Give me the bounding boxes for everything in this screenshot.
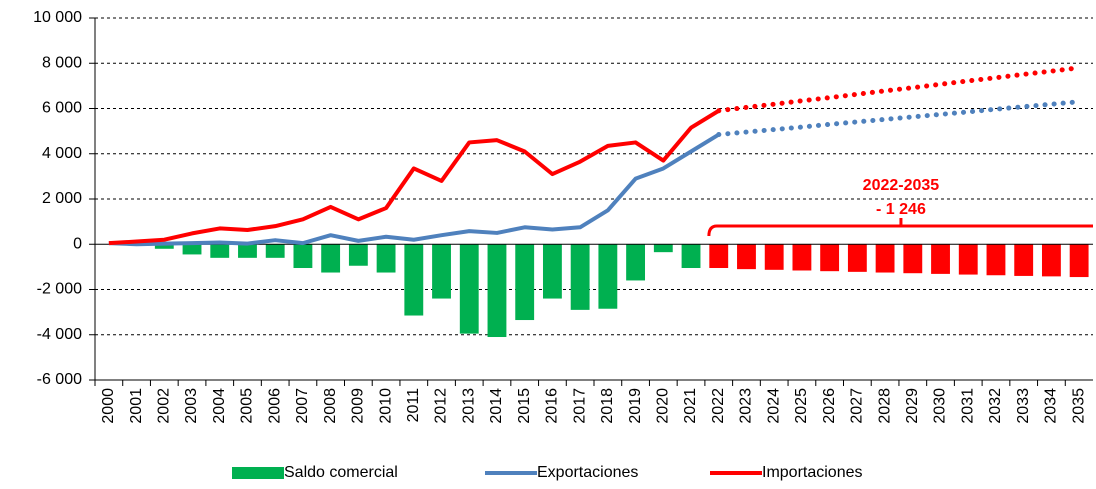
bar — [626, 244, 646, 281]
x-tick-label: 2001 — [128, 388, 145, 424]
y-tick-label: 10 000 — [33, 9, 82, 26]
y-tick-label: -6 000 — [37, 371, 82, 388]
bar — [487, 244, 507, 338]
x-tick-label: 2029 — [904, 388, 921, 424]
y-tick-label: 8 000 — [42, 54, 82, 71]
x-tick-label: 2005 — [239, 388, 256, 424]
x-tick-label: 2024 — [765, 388, 782, 424]
x-tick-label: 2035 — [1070, 388, 1087, 424]
x-tick-label: 2006 — [266, 388, 283, 424]
bar — [653, 244, 673, 253]
bar — [542, 244, 562, 299]
x-tick-label: 2008 — [322, 388, 339, 424]
projection-line — [716, 65, 1082, 114]
x-tick-label: 2017 — [571, 388, 588, 424]
bar — [737, 244, 756, 270]
bar — [459, 244, 479, 334]
bar — [764, 244, 784, 270]
bar — [847, 244, 867, 272]
x-tick-label: 2019 — [627, 388, 644, 424]
y-tick-label: 4 000 — [42, 145, 82, 162]
x-tick-label: 2027 — [849, 388, 866, 424]
y-tick-label: -4 000 — [37, 326, 82, 343]
bar — [1041, 244, 1061, 277]
bar — [238, 244, 257, 258]
bar — [986, 244, 1006, 276]
bar — [293, 244, 313, 269]
x-tick-label: 2034 — [1043, 388, 1060, 424]
x-tick-label: 2020 — [655, 388, 672, 424]
x-tick-label: 2003 — [183, 388, 200, 424]
bar — [1014, 244, 1034, 276]
x-tick-label: 2012 — [433, 388, 450, 424]
x-tick-label: 2026 — [821, 388, 838, 424]
x-tick-label: 2011 — [405, 388, 422, 423]
x-tick-label: 2016 — [544, 388, 561, 424]
bar — [792, 244, 812, 271]
bar — [376, 244, 396, 273]
bar — [931, 244, 950, 274]
annotation-label: - 1 246 — [876, 201, 926, 218]
line — [108, 109, 720, 246]
y-tick-label: 2 000 — [42, 190, 82, 207]
x-tick-label: 2022 — [710, 388, 727, 424]
x-tick-label: 2033 — [1015, 388, 1032, 424]
bar — [182, 244, 202, 255]
bar — [820, 244, 840, 272]
bar — [265, 244, 285, 258]
bar — [598, 244, 618, 309]
x-tick-label: 2000 — [100, 388, 117, 424]
bar — [875, 244, 895, 273]
legend-label: Exportaciones — [537, 464, 638, 481]
legend-swatch — [232, 467, 284, 479]
x-tick-label: 2018 — [599, 388, 616, 424]
x-tick-label: 2015 — [516, 388, 533, 424]
bar — [1069, 244, 1089, 278]
x-tick-label: 2021 — [682, 388, 699, 424]
bar — [321, 244, 341, 273]
x-tick-label: 2031 — [959, 388, 976, 424]
x-tick-label: 2007 — [294, 388, 311, 424]
x-tick-label: 2009 — [350, 388, 367, 424]
projection-line — [716, 99, 1082, 138]
x-tick-label: 2028 — [876, 388, 893, 424]
y-tick-label: 0 — [73, 235, 82, 252]
x-tick-label: 2004 — [211, 388, 228, 424]
bar — [515, 244, 535, 321]
line — [108, 132, 720, 247]
y-tick-label: -2 000 — [37, 281, 82, 298]
x-tick-label: 2023 — [738, 388, 755, 424]
bar — [570, 244, 590, 310]
x-tick-label: 2010 — [377, 388, 394, 424]
x-tick-label: 2013 — [460, 388, 477, 424]
bar — [348, 244, 368, 266]
bar — [709, 244, 729, 269]
bar — [404, 244, 424, 316]
y-tick-label: 6 000 — [42, 100, 82, 117]
bar — [432, 244, 451, 299]
bar — [210, 244, 230, 258]
x-tick-label: 2032 — [987, 388, 1004, 424]
bar — [681, 244, 701, 269]
x-tick-label: 2002 — [156, 388, 173, 424]
bar — [958, 244, 978, 275]
bar — [903, 244, 923, 274]
x-tick-label: 2014 — [488, 388, 505, 424]
x-tick-label: 2030 — [932, 388, 949, 424]
bar — [154, 244, 174, 249]
legend-label: Importaciones — [762, 464, 863, 481]
bracket — [707, 218, 1093, 237]
legend-label: Saldo comercial — [284, 464, 398, 481]
x-tick-label: 2025 — [793, 388, 810, 424]
annotation-title: 2022-2035 — [863, 177, 940, 194]
